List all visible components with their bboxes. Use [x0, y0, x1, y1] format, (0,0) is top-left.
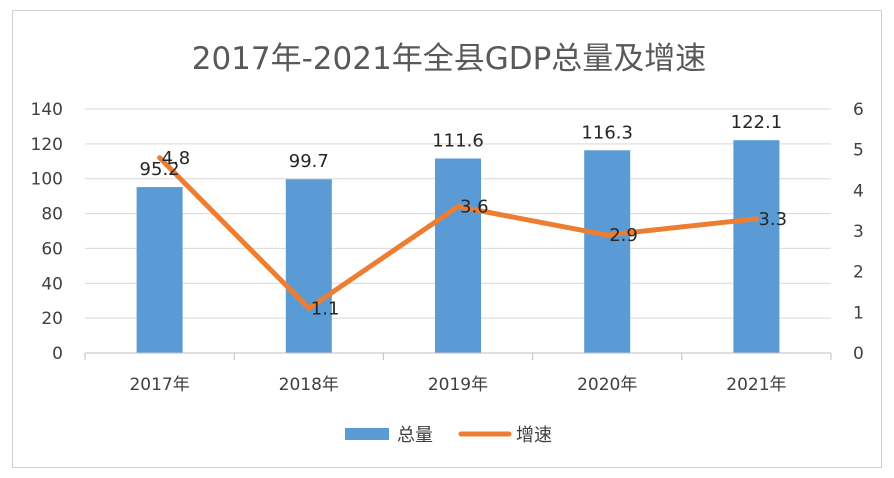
y-right-tick-label: 1: [853, 303, 864, 323]
line-value-label: 4.8: [162, 148, 191, 169]
y-left-tick-label: 40: [41, 274, 63, 294]
x-tick-label: 2021年: [726, 375, 786, 395]
line-value-label: 3.6: [460, 197, 489, 218]
bar: [136, 187, 183, 353]
legend-label-total: 总量: [397, 425, 433, 446]
x-tick-label: 2019年: [428, 375, 488, 395]
x-tick-label: 2018年: [279, 375, 339, 395]
line-series: [157, 155, 759, 311]
line-point: [159, 157, 161, 159]
bar: [435, 158, 481, 353]
y-left-tick-label: 80: [41, 205, 63, 225]
bar: [733, 140, 780, 353]
x-tick-label: 2020年: [577, 375, 637, 395]
line-value-label: 2.9: [609, 225, 638, 246]
line-point: [308, 307, 310, 309]
bar-series: [136, 140, 780, 353]
y-right-tick-label: 0: [853, 344, 864, 364]
line-point: [606, 234, 608, 236]
chart-svg: 2017年-2021年全县GDP总量及增速 95.2 99.7 111.6 116.3…: [31, 41, 864, 446]
chart-title: 2017年-2021年全县GDP总量及增速: [192, 41, 707, 77]
y-left-tick-label: 0: [52, 344, 63, 364]
x-tick-label: 2017年: [129, 375, 189, 395]
bar-value-label: 99.7: [289, 151, 329, 172]
bar-value-label: 116.3: [581, 122, 633, 143]
y-right-tick-label: 3: [853, 222, 864, 242]
legend-swatch-total: [345, 428, 389, 440]
y-right-tick-label: 6: [853, 100, 864, 120]
bar-value-label: 95.2: [140, 159, 180, 180]
bar-value-label: 111.6: [432, 130, 484, 151]
y-left-tick-label: 20: [41, 309, 63, 329]
line-value-label: 1.1: [311, 298, 340, 319]
bar-value-label: 122.1: [731, 112, 783, 133]
axes: 0 20 40 60 80 100 120 140 0 1 2 3 4 5 6 2017年 2018年 2019年…: [31, 100, 864, 395]
y-left-tick-label: 60: [41, 239, 63, 259]
line-value-label: 3.3: [758, 209, 787, 230]
chart-container: 2017年-2021年全县GDP总量及增速 95.2 99.7 111.6 116.3…: [12, 10, 882, 468]
data-labels: 95.2 99.7 111.6 116.3 122.1 4.8 1.1 3.6 2.9 3.3: [140, 112, 787, 319]
y-left-tick-label: 140: [31, 100, 63, 120]
bar: [584, 150, 631, 353]
y-left-tick-label: 100: [31, 170, 63, 190]
line-point: [755, 218, 757, 220]
bar: [285, 179, 332, 353]
legend: 总量 增速: [345, 425, 552, 446]
y-right-tick-label: 5: [853, 141, 864, 161]
legend-label-growth: 增速: [516, 425, 552, 446]
y-left-tick-label: 120: [31, 135, 63, 155]
y-right-tick-label: 2: [853, 263, 864, 283]
y-right-tick-label: 4: [853, 181, 864, 201]
line-point: [457, 206, 459, 208]
